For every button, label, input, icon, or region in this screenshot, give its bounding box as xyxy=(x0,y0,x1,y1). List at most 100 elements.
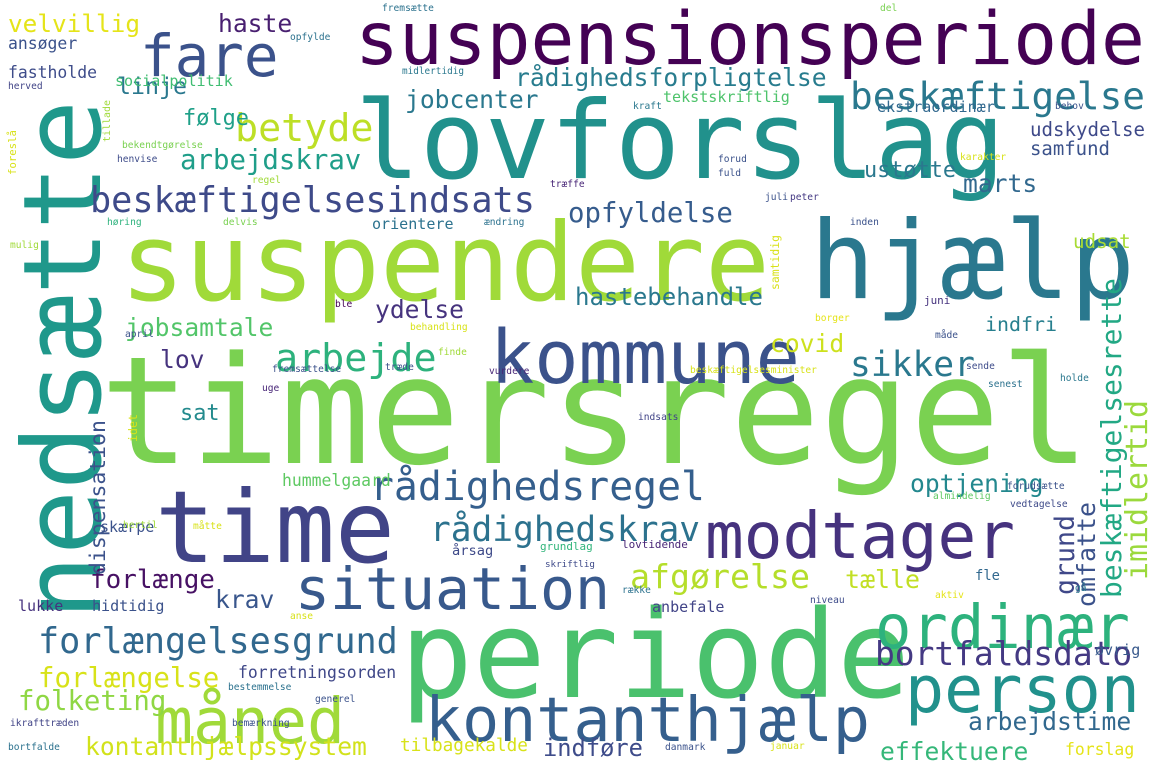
word-indf-re: indføre xyxy=(543,734,643,762)
word-forl-nge: forlænge xyxy=(90,565,215,595)
word-forl-ngelsesgrund: forlængelsesgrund xyxy=(38,621,398,662)
word-henvise: henvise xyxy=(117,154,158,165)
word-optjening: optjening xyxy=(910,469,1044,498)
word-ga: gå xyxy=(1075,583,1087,594)
word-juli: juli xyxy=(765,192,789,203)
word-hertil: hertil xyxy=(123,520,158,531)
word-ans-ger: ansøger xyxy=(8,34,78,53)
word-frems-tte: fremsætte xyxy=(382,3,434,14)
word-grundlag: grundlag xyxy=(540,540,593,553)
word-behov: behov xyxy=(1055,101,1084,112)
word-besk-ftigelsesindsats: beskæftigelsesindsats xyxy=(90,180,535,221)
word-arbejde: arbejde xyxy=(275,336,437,381)
word-delvis: delvis xyxy=(223,217,258,228)
word-ra-dighedsregel: rådighedsregel xyxy=(370,464,705,510)
word-fle: fle xyxy=(975,568,1000,584)
word-kraft: kraft xyxy=(633,101,662,112)
word-lukke: lukke xyxy=(18,597,64,615)
word-vrig: øvrig xyxy=(1095,641,1141,659)
word-finde: finde xyxy=(438,347,467,358)
word-sat: sat xyxy=(180,401,220,426)
word-sk-rpe: skærpe xyxy=(100,518,155,536)
word-krav: krav xyxy=(215,585,275,614)
word-idet: idet xyxy=(126,414,140,442)
word-timersregel: timersregel xyxy=(100,325,1091,499)
word-bortfaldsdato: bortfaldsdato xyxy=(875,634,1133,673)
word-tr-de: træde xyxy=(385,362,414,373)
word-covid: covid xyxy=(770,329,845,358)
word-ma-ned: måned xyxy=(155,684,345,758)
word-bekendtg-relse: bekendtgørelse xyxy=(122,140,203,151)
word-arbejdskrav: arbejdskrav xyxy=(180,145,362,176)
word-ble: ble xyxy=(335,299,353,310)
word-forl-ngelse: forlængelse xyxy=(38,663,220,694)
word-aktiv: aktiv xyxy=(935,590,964,601)
word-del: del xyxy=(880,3,898,14)
word-sende: sende xyxy=(966,361,995,372)
word-forud: forud xyxy=(718,154,747,165)
word-ydelse: ydelse xyxy=(375,295,465,324)
word-udskydelse: udskydelse xyxy=(1030,118,1145,141)
word-tr-ffe: træffe xyxy=(550,179,585,190)
word-tillade: tillade xyxy=(102,100,113,142)
word-regel: regel xyxy=(252,175,281,186)
word-person: person xyxy=(905,653,1140,728)
word-ra-dighedskrav: rådighedskrav xyxy=(430,510,701,550)
word-almindelig: almindelig xyxy=(933,491,991,502)
word-tekstskriftlig: tekstskriftlig xyxy=(663,88,790,106)
word-ra-dighedsforpligtelse: rådighedsforpligtelse xyxy=(515,63,827,92)
word-juni: juni xyxy=(924,294,951,307)
word-foresla: foreslå xyxy=(6,130,19,175)
word-t-lle: tælle xyxy=(845,565,920,594)
word-imidlertid: imidlertid xyxy=(1120,400,1155,580)
word-ordin-r: ordinær xyxy=(875,593,1130,663)
word-a-rsag: årsag xyxy=(452,543,494,559)
word-karakter: karakter xyxy=(960,152,1007,163)
word-ma-tte: måtte xyxy=(193,521,222,532)
word-forretningsorden: forretningsorden xyxy=(238,663,397,682)
word-betyde: betyde xyxy=(235,106,374,151)
word-ekstraordin-r: ekstraordinær xyxy=(877,98,995,116)
word-f-lge: følge xyxy=(183,106,249,131)
word-samfund: samfund xyxy=(1030,138,1110,160)
word-lovtidende: lovtidende xyxy=(622,538,688,551)
word-uge: uge xyxy=(262,383,280,394)
word-danmark: danmark xyxy=(665,742,706,753)
word-lovforslag: lovforslag xyxy=(355,79,1006,204)
word-hj-lp: hjælp xyxy=(810,199,1136,324)
word-h-ring: høring xyxy=(107,217,142,228)
word-hummelgaard: hummelgaard xyxy=(282,471,391,490)
word-time: time xyxy=(155,469,395,586)
word-suspensionsperiode: suspensionsperiode xyxy=(355,0,1145,82)
word-skriftlig: skriftlig xyxy=(545,559,595,570)
word-lov: lov xyxy=(160,345,205,374)
word-herved: herved xyxy=(8,81,43,92)
word-peter: peter xyxy=(790,192,819,203)
word-fare: fare xyxy=(140,23,279,90)
word-midlertidig: midlertidig xyxy=(402,66,464,77)
word-senest: senest xyxy=(988,379,1023,390)
word-niveau: niveau xyxy=(810,595,845,606)
word-dispensation: dispensation xyxy=(86,420,111,575)
word-anse: anse xyxy=(290,611,314,622)
word-periode: periode xyxy=(400,585,911,726)
word-inden: inden xyxy=(850,217,879,228)
word-effektuere: effektuere xyxy=(880,737,1029,766)
word-ikrafttr-den: ikrafttræden xyxy=(10,718,80,729)
word-besk-ftigelse: beskæftigelse xyxy=(850,74,1145,118)
word-holde: holde xyxy=(1060,373,1089,384)
word-fuld: fuld xyxy=(718,168,742,179)
word-jobcenter: jobcenter xyxy=(405,85,539,114)
word-opfyldelse: opfyldelse xyxy=(568,198,733,229)
word-udsat: udsat xyxy=(1073,230,1131,253)
word-foruds-tte: forudsætte xyxy=(1007,481,1065,492)
word-linje: linje xyxy=(117,73,187,100)
word-r-kke: række xyxy=(622,585,651,596)
word-bestemmelse: bestemmelse xyxy=(228,682,292,693)
word-socialpolitik: socialpolitik xyxy=(115,72,233,90)
word-kommune: kommune xyxy=(490,316,800,401)
word-borger: borger xyxy=(815,313,850,324)
word-indfri: indfri xyxy=(985,313,1057,336)
word-hidtidig: hidtidig xyxy=(92,597,165,615)
